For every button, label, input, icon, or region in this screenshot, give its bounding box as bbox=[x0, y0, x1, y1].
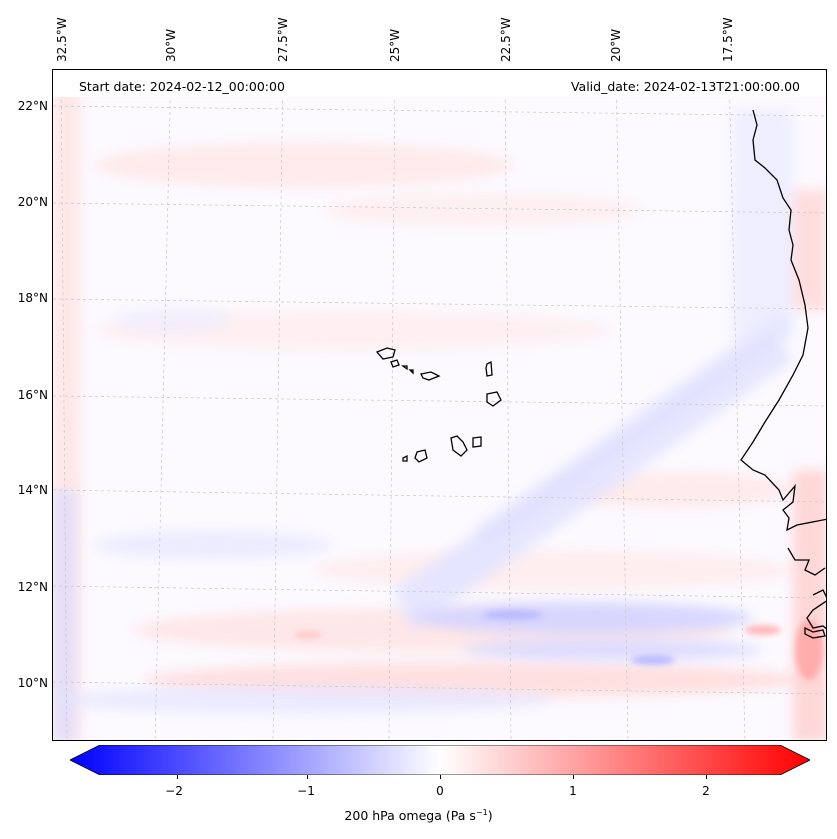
lon-label-25w: 25°W bbox=[388, 28, 402, 62]
cape-verde-islands bbox=[375, 347, 502, 463]
start-date-label: Start date: 2024-02-12_00:00:00 bbox=[79, 79, 285, 94]
cb-tickmark-neg1 bbox=[307, 775, 308, 779]
lat-label-10n: 10°N bbox=[17, 676, 48, 690]
colorbar-gradient bbox=[69, 744, 811, 776]
cb-tick-1: 1 bbox=[569, 784, 577, 798]
cb-tickmark-1 bbox=[573, 775, 574, 779]
cb-tickmark-0 bbox=[440, 775, 441, 779]
lon-label-17-5w: 17.5°W bbox=[721, 17, 735, 62]
lat-label-16n: 16°N bbox=[17, 388, 48, 402]
colorbar bbox=[69, 744, 811, 776]
cb-tick-neg1: −1 bbox=[297, 784, 315, 798]
valid-date-label: Valid_date: 2024-02-13T21:00:00.00 bbox=[570, 79, 800, 94]
lat-label-22n: 22°N bbox=[17, 99, 48, 113]
map-panel: Start date: 2024-02-12_00:00:00 Valid_da… bbox=[52, 69, 827, 741]
lon-label-20w: 20°W bbox=[609, 28, 623, 62]
colorbar-label: 200 hPa omega (Pa s−1) bbox=[0, 808, 837, 823]
coastline bbox=[740, 109, 826, 639]
lon-label-30w: 30°W bbox=[164, 28, 178, 62]
lon-label-32-5w: 32.5°W bbox=[55, 17, 69, 62]
omega-field-map bbox=[53, 70, 826, 740]
header-band bbox=[53, 70, 826, 97]
colorbar-units-close: ) bbox=[487, 808, 493, 824]
colorbar-variable: 200 hPa omega bbox=[344, 808, 442, 824]
negative-omega-areas bbox=[53, 110, 793, 740]
cb-tickmark-2 bbox=[706, 775, 707, 779]
cb-tick-neg2: −2 bbox=[165, 784, 183, 798]
colorbar-body bbox=[69, 744, 811, 776]
lat-label-20n: 20°N bbox=[17, 195, 48, 209]
lat-label-18n: 18°N bbox=[17, 291, 48, 305]
cb-tickmark-neg2 bbox=[177, 775, 178, 779]
strong-omega-streaks bbox=[294, 610, 823, 680]
lat-label-12n: 12°N bbox=[17, 580, 48, 594]
graticule bbox=[53, 70, 826, 740]
lon-label-22-5w: 22.5°W bbox=[499, 17, 513, 62]
lon-label-27-5w: 27.5°W bbox=[276, 17, 290, 62]
lat-label-14n: 14°N bbox=[17, 483, 48, 497]
cb-tick-0: 0 bbox=[436, 784, 444, 798]
cb-tick-2: 2 bbox=[702, 784, 710, 798]
colorbar-units-exponent: −1 bbox=[475, 808, 488, 817]
colorbar-units: (Pa s bbox=[445, 808, 476, 824]
